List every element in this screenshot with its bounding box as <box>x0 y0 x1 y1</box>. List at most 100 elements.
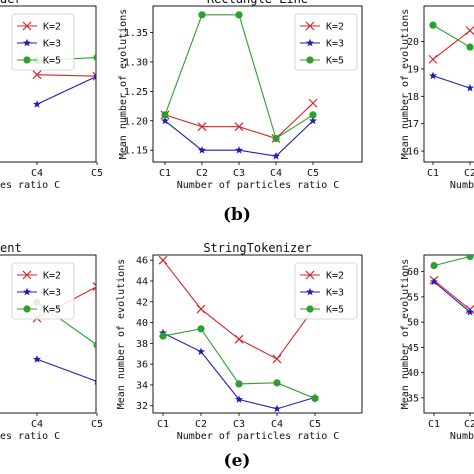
x-tick-label: C4 <box>270 168 282 179</box>
y-tick-label: 45 <box>407 343 419 354</box>
series-line-K=2 <box>36 74 96 77</box>
y-tick-label: 17 <box>407 119 419 130</box>
plot-frame <box>0 254 97 414</box>
x-tick-label: C5 <box>309 419 321 430</box>
data-point-K=2 <box>465 26 474 36</box>
data-point-K=5 <box>309 111 317 119</box>
series-line-K=5 <box>164 14 314 140</box>
x-tick-label: C2 <box>464 168 474 179</box>
data-point-K=3 <box>309 116 317 125</box>
y-tick-label: 20 <box>407 37 419 48</box>
legend-label: K=2 <box>326 271 344 282</box>
x-tick-label: C3 <box>233 168 245 179</box>
data-point-K=5 <box>429 21 437 29</box>
legend: K=2 K=3 K=5 <box>11 262 75 320</box>
data-point-K=3 <box>93 379 96 385</box>
data-point-K=2 <box>428 54 438 64</box>
data-point-K=5 <box>311 394 319 403</box>
data-point-K=5 <box>235 11 243 19</box>
data-point-K=3 <box>466 83 474 92</box>
x-tick-label: C5 <box>307 168 319 179</box>
data-point-K=3 <box>33 355 41 363</box>
legend: K=2 K=3 K=5 <box>11 13 75 71</box>
y-tick-label: 19 <box>407 64 419 75</box>
y-tick-label: 16 <box>407 147 419 158</box>
data-point-K=3 <box>235 146 243 154</box>
legend-label: K=5 <box>43 305 61 316</box>
x-tick-label: C3 <box>233 419 245 430</box>
data-point-K=3 <box>272 151 280 160</box>
series-line-K=3 <box>433 281 471 313</box>
x-tick-label: C1 <box>157 419 169 430</box>
legend-marker <box>23 287 31 296</box>
series-layer <box>158 255 320 413</box>
legend-label: K=3 <box>43 39 61 50</box>
legend-marker <box>306 287 314 296</box>
legend-box <box>294 262 358 320</box>
data-point-K=3 <box>33 100 41 108</box>
chart-panel-1: der C4 C5 es ratio C K=2 K=3 K=5 <box>0 0 103 191</box>
legend-marker <box>305 21 315 31</box>
data-point-K=3 <box>429 71 437 80</box>
legend-marker <box>306 38 314 47</box>
y-tick-label: 1.20 <box>124 116 148 127</box>
plot-frame <box>423 5 474 163</box>
legend-label: K=2 <box>43 22 61 33</box>
data-point-K=5 <box>235 380 243 388</box>
x-axis-label: Number of particles ratio C <box>177 180 340 191</box>
data-point-K=2 <box>234 122 244 132</box>
y-tick-label: 38 <box>136 339 148 350</box>
data-point-K=2 <box>197 122 207 132</box>
plot-frame <box>423 254 474 414</box>
legend-box <box>11 262 75 320</box>
y-tick-label: 1.30 <box>124 57 148 68</box>
data-point-K=2 <box>196 304 206 314</box>
x-tick-label: C5 <box>91 168 103 179</box>
data-point-K=5 <box>93 54 96 61</box>
x-tick-label: C2 <box>195 419 207 430</box>
x-tick-label: C1 <box>159 168 171 179</box>
data-point-K=3 <box>198 146 206 154</box>
data-point-K=2 <box>158 255 168 265</box>
legend-marker <box>23 38 31 47</box>
legend-label: K=2 <box>43 271 61 282</box>
legend-marker <box>305 270 315 280</box>
x-tick-label: C4 <box>271 419 283 430</box>
data-point-K=3 <box>235 395 243 403</box>
data-point-K=5 <box>272 134 280 143</box>
chart-panel-5: StringTokenizer 32 34 36 38 40 42 44 46 C1 C2 C3 C4 C… <box>116 241 363 442</box>
chart-title: der <box>0 0 22 6</box>
chart-title: Rectangle_Line <box>207 0 308 6</box>
data-point-K=2 <box>308 98 318 108</box>
series-line-K=2 <box>164 102 314 140</box>
y-tick-label: 44 <box>136 276 148 287</box>
x-tick-label: C5 <box>91 419 103 430</box>
data-point-K=2 <box>32 70 42 80</box>
x-axis-label: es ratio C <box>0 431 60 442</box>
y-tick-label: 1.25 <box>124 87 148 98</box>
data-point-K=3 <box>161 116 169 125</box>
legend-label: K=5 <box>326 56 344 67</box>
y-tick-label: 35 <box>407 393 419 404</box>
x-tick-label: C2 <box>196 168 208 179</box>
legend-marker <box>306 56 314 64</box>
series-line-K=2 <box>433 279 471 310</box>
y-axis-label: Mean number of evolutions <box>118 9 129 160</box>
x-tick-label: C4 <box>31 419 43 430</box>
y-tick-label: 1.15 <box>124 146 148 157</box>
series-line-K=3 <box>432 75 471 89</box>
data-point-K=3 <box>197 347 205 356</box>
legend: K=2 K=3 K=5 <box>294 262 358 320</box>
plot-frame <box>152 5 363 163</box>
legend-marker <box>306 305 314 313</box>
series-line-K=5 <box>433 255 471 267</box>
x-axis-label: es ratio C <box>0 180 60 191</box>
y-tick-label: 18 <box>407 92 419 103</box>
legend-box <box>294 13 358 71</box>
data-point-K=5 <box>93 341 96 349</box>
y-tick-label: 1.35 <box>124 28 148 39</box>
plot-frame <box>0 5 97 163</box>
chart-title: ent <box>0 241 22 255</box>
